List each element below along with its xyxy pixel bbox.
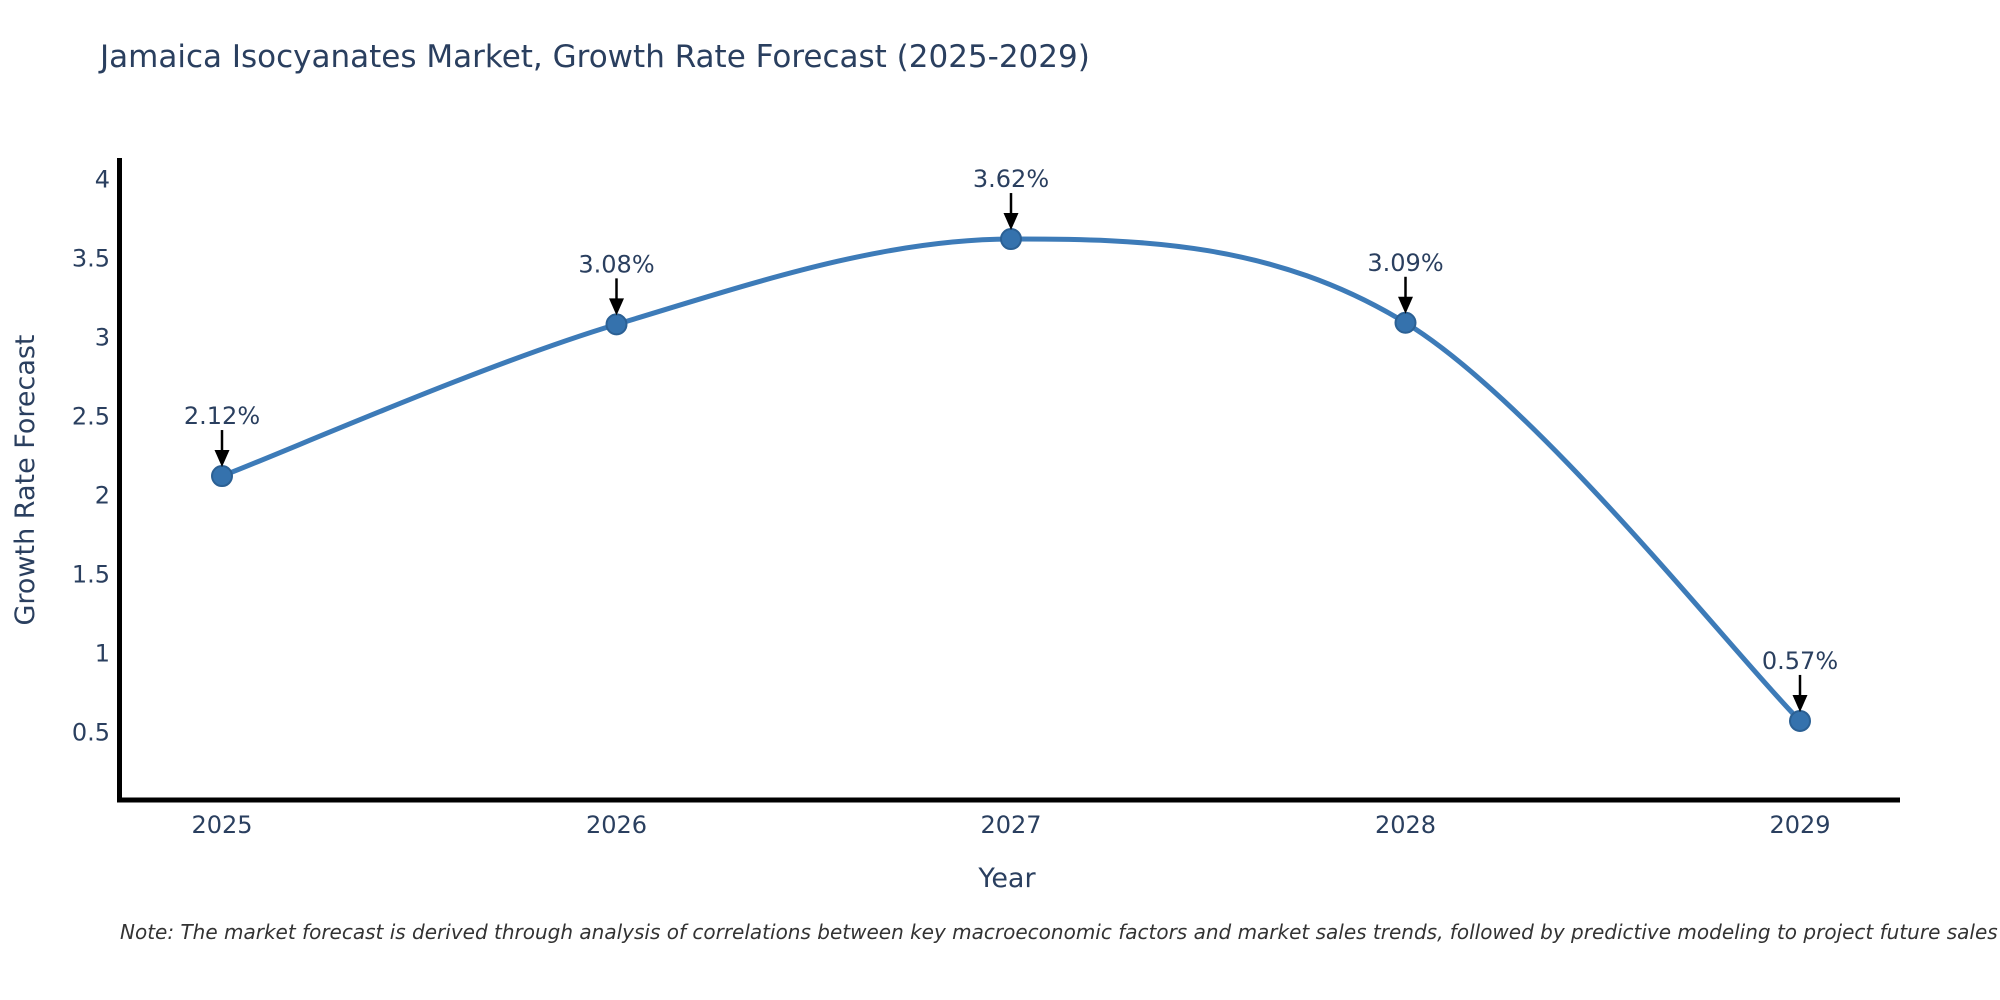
y-tick-label: 2 xyxy=(95,482,110,510)
annotation-arrowhead xyxy=(1398,296,1413,314)
data-point-marker xyxy=(1394,311,1417,334)
forecast-line xyxy=(219,236,1803,724)
data-point-label: 3.62% xyxy=(973,165,1049,193)
data-point-label: 2.12% xyxy=(184,402,260,430)
y-tick-label: 3.5 xyxy=(72,245,110,273)
data-point-marker xyxy=(1789,709,1811,732)
x-axis-tick-labels: 2025 2026 2027 2028 2029 xyxy=(191,811,1830,839)
x-tick-label: 2026 xyxy=(586,811,647,839)
data-point-label: 0.57% xyxy=(1762,647,1838,675)
y-tick-label: 1 xyxy=(95,640,110,668)
y-tick-label: 2.5 xyxy=(72,403,110,431)
data-point-marker xyxy=(1000,228,1022,251)
annotation-arrowhead xyxy=(1003,213,1019,231)
y-axis-title: Growth Rate Forecast xyxy=(10,334,41,625)
data-point-label: 3.08% xyxy=(578,250,654,278)
chart-title: Jamaica Isocyanates Market, Growth Rate … xyxy=(98,39,1090,75)
x-tick-label: 2027 xyxy=(980,811,1041,839)
y-tick-label: 0.5 xyxy=(72,719,110,747)
point-annotations: 2.12% 3.08% 3.62% 3.09% 0.57% xyxy=(184,165,1838,712)
annotation-arrowhead xyxy=(214,450,230,468)
data-point-label: 3.09% xyxy=(1367,249,1443,277)
x-tick-label: 2025 xyxy=(191,811,252,839)
data-point-marker xyxy=(211,465,233,488)
annotation-arrowhead xyxy=(609,298,624,316)
x-tick-label: 2028 xyxy=(1375,811,1436,839)
line-series xyxy=(211,228,1811,732)
annotation-arrowhead xyxy=(1792,694,1808,712)
data-point-marker xyxy=(605,313,628,336)
footnote: Note: The market forecast is derived thr… xyxy=(120,920,1998,944)
x-axis-title: Year xyxy=(977,863,1036,894)
y-tick-label: 4 xyxy=(95,166,110,194)
y-tick-label: 3 xyxy=(95,324,110,352)
y-tick-label: 1.5 xyxy=(72,561,110,589)
y-axis-tick-labels: 0.5 1 1.5 2 2.5 3 3.5 4 xyxy=(72,166,110,747)
axes xyxy=(117,158,1900,803)
x-tick-label: 2029 xyxy=(1769,811,1830,839)
